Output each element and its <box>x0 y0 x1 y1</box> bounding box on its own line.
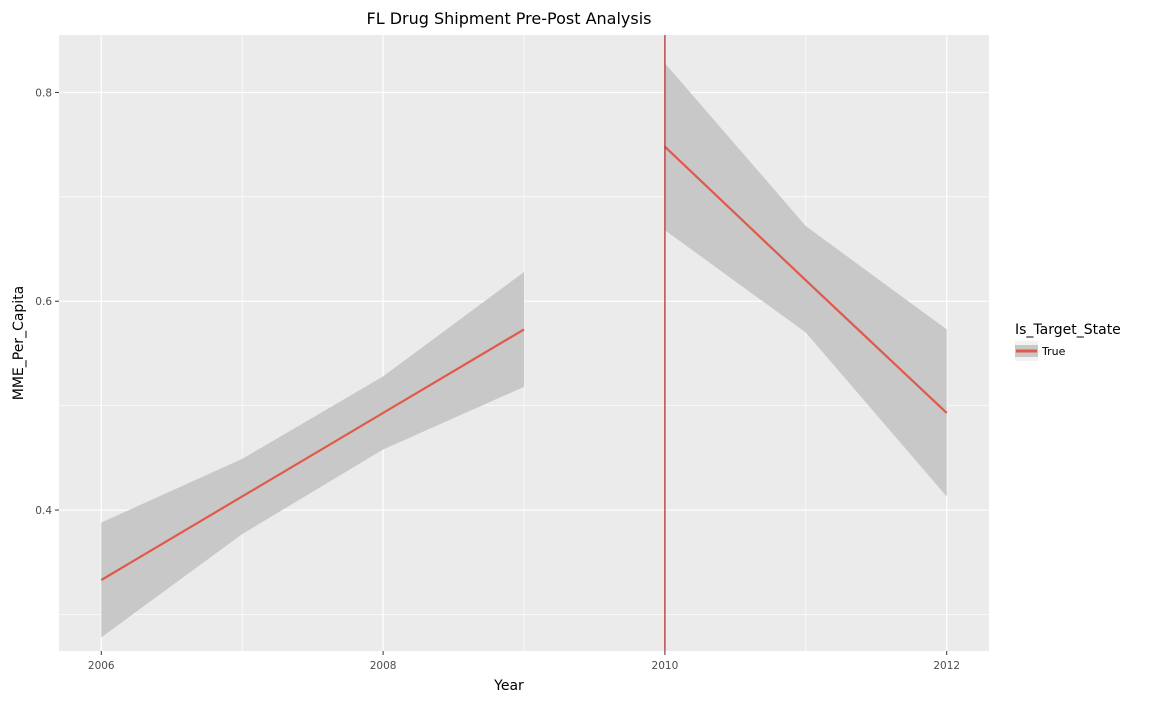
x-tick-label: 2008 <box>370 660 397 672</box>
x-tick-label: 2006 <box>88 660 115 672</box>
series-lines <box>100 145 948 581</box>
legend-title: Is_Target_State <box>1015 322 1121 338</box>
x-tick-label: 2010 <box>652 660 679 672</box>
chart-title: FL Drug Shipment Pre-Post Analysis <box>366 9 651 28</box>
series-line-pre <box>100 328 525 581</box>
series-line-post <box>664 145 948 414</box>
y-tick-label: 0.8 <box>35 87 52 99</box>
legend-label-true: True <box>1041 345 1066 358</box>
y-tick-label: 0.6 <box>35 296 52 308</box>
legend: Is_Target_State True <box>1015 322 1121 361</box>
x-axis-ticks: 2006 2008 2010 2012 <box>88 651 960 672</box>
x-axis-title: Year <box>493 678 524 694</box>
y-axis-title: MME_Per_Capita <box>11 286 27 401</box>
y-axis-ticks: 0.4 0.6 0.8 <box>35 87 59 517</box>
x-tick-label: 2012 <box>933 660 960 672</box>
y-tick-label: 0.4 <box>35 505 52 517</box>
